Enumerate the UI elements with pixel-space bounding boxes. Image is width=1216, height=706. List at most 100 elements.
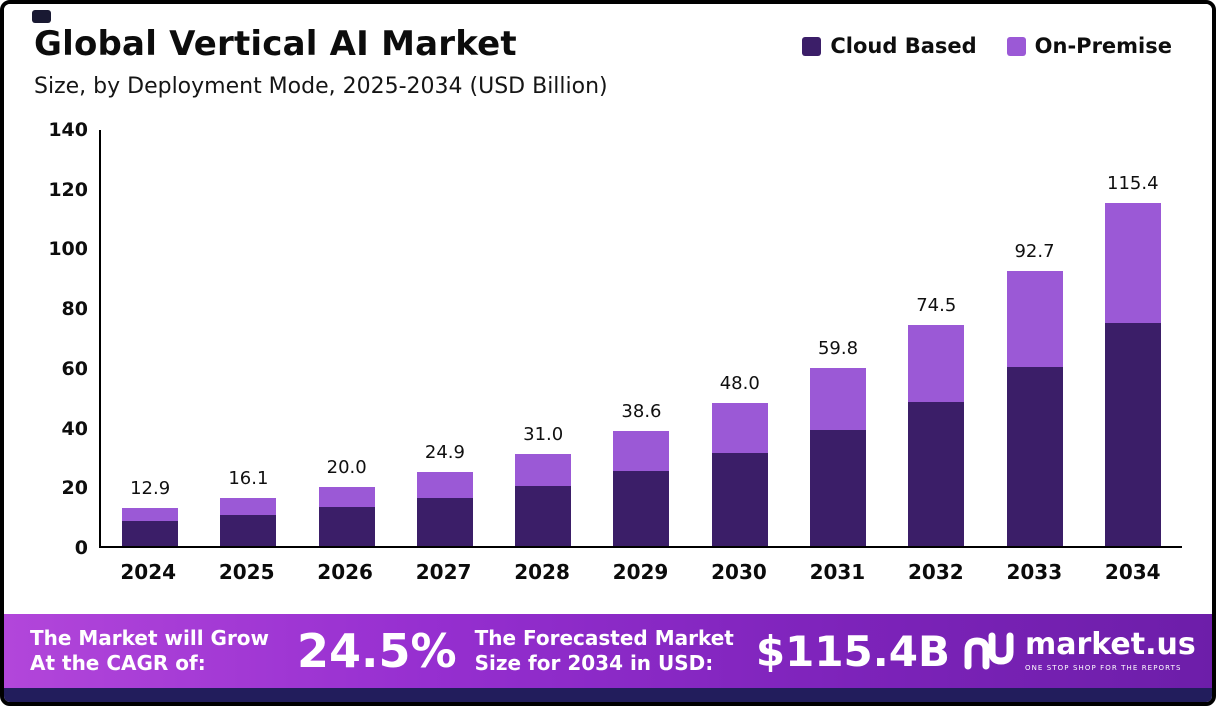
bar-total-label-2034: 115.4	[1107, 173, 1159, 195]
brand-logo[interactable]: market.us ONE STOP SHOP FOR THE REPORTS	[962, 630, 1196, 672]
bottom-strip	[4, 688, 1212, 702]
bar-total-label-2033: 92.7	[1014, 240, 1055, 262]
x-tick-label-2030: 2030	[711, 560, 767, 584]
bar-segment-on-premise-2024[interactable]	[122, 507, 179, 522]
bar-group-2026: 20.0	[298, 130, 396, 546]
bar-group-2030: 48.0	[691, 130, 789, 546]
bar-group-2031: 59.8	[789, 130, 887, 546]
legend: Cloud Based On-Premise	[802, 34, 1172, 58]
y-tick-label-80: 80	[61, 298, 88, 321]
bar-segment-on-premise-2028[interactable]	[515, 453, 572, 486]
y-tick-label-120: 120	[48, 178, 88, 201]
legend-label-on-premise: On-Premise	[1034, 34, 1172, 58]
stacked-bar-2027[interactable]	[416, 472, 473, 546]
stacked-bar-2032[interactable]	[908, 324, 965, 546]
y-axis: 0 20 40 60 80 100 120 140	[26, 119, 88, 559]
plot-area: 12.9 16.1 20.0 24.9 31.0 38.6 48.0 59.8 74.5 92.7…	[99, 130, 1182, 548]
bar-group-2024: 12.9	[101, 130, 199, 546]
brand-text: market.us ONE STOP SHOP FOR THE REPORTS	[1024, 627, 1196, 673]
corner-accent	[32, 10, 51, 23]
bar-segment-on-premise-2030[interactable]	[711, 403, 768, 454]
cagr-label: The Market will Grow At the CAGR of:	[30, 626, 269, 676]
bar-total-label-2024: 12.9	[130, 477, 171, 499]
x-tick-label-2027: 2027	[415, 560, 472, 584]
brand-name: market.us	[1024, 627, 1196, 662]
forecast-label-line-1: The Forecasted Market	[474, 626, 734, 650]
x-tick-label-2024: 2024	[120, 560, 177, 584]
stacked-bar-2028[interactable]	[515, 453, 572, 546]
bar-segment-on-premise-2032[interactable]	[908, 324, 965, 403]
legend-item-on-premise[interactable]: On-Premise	[1006, 34, 1172, 58]
brand-tagline: ONE STOP SHOP FOR THE REPORTS	[1024, 664, 1182, 672]
chart-title: Global Vertical AI Market	[34, 24, 517, 64]
bar-total-label-2032: 74.5	[916, 294, 957, 316]
legend-swatch-cloud-based	[802, 36, 822, 56]
stacked-bar-2033[interactable]	[1006, 270, 1063, 546]
bar-segment-cloud-based-2031[interactable]	[809, 430, 866, 546]
bar-segment-cloud-based-2033[interactable]	[1006, 366, 1063, 546]
stacked-bar-2034[interactable]	[1104, 203, 1161, 546]
x-tick-label-2031: 2031	[809, 560, 866, 584]
bar-total-label-2031: 59.8	[817, 338, 859, 360]
bar-segment-cloud-based-2026[interactable]	[318, 507, 375, 546]
bar-segment-cloud-based-2030[interactable]	[711, 453, 768, 546]
legend-item-cloud-based[interactable]: Cloud Based	[802, 34, 977, 58]
bar-segment-on-premise-2027[interactable]	[416, 472, 473, 498]
bar-segment-cloud-based-2025[interactable]	[220, 514, 277, 546]
bar-segment-on-premise-2033[interactable]	[1006, 270, 1063, 367]
bar-segment-cloud-based-2028[interactable]	[515, 485, 572, 546]
forecast-value: $115.4B	[755, 626, 950, 676]
bar-segment-cloud-based-2032[interactable]	[908, 402, 965, 546]
bar-segment-on-premise-2034[interactable]	[1104, 203, 1161, 324]
legend-swatch-on-premise	[1006, 36, 1026, 56]
x-tick-label-2034: 2034	[1104, 560, 1161, 584]
bar-group-2028: 31.0	[494, 130, 592, 546]
stacked-bar-2026[interactable]	[318, 486, 375, 546]
bar-total-label-2030: 48.0	[719, 373, 760, 395]
bar-total-label-2029: 38.6	[621, 401, 662, 423]
bar-total-label-2027: 24.9	[424, 442, 465, 464]
stacked-bar-2030[interactable]	[711, 403, 768, 546]
bar-total-label-2025: 16.1	[228, 468, 269, 490]
y-tick-label-140: 140	[48, 119, 88, 141]
stacked-bar-2029[interactable]	[613, 431, 670, 546]
bar-group-2027: 24.9	[396, 130, 494, 546]
bar-segment-on-premise-2025[interactable]	[220, 498, 277, 515]
bar-segment-on-premise-2031[interactable]	[809, 368, 866, 431]
bars-container: 12.9 16.1 20.0 24.9 31.0 38.6 48.0 59.8 74.5 92.7…	[101, 130, 1182, 546]
bar-group-2029: 38.6	[592, 130, 690, 546]
y-tick-label-40: 40	[61, 417, 88, 440]
bar-group-2034: 115.4	[1084, 130, 1182, 546]
bar-segment-cloud-based-2027[interactable]	[416, 497, 473, 546]
bar-segment-cloud-based-2034[interactable]	[1104, 323, 1161, 546]
bar-group-2033: 92.7	[985, 130, 1083, 546]
x-tick-label-2025: 2025	[218, 560, 275, 584]
x-axis: 2024 2025 2026 2027 2028 2029 2030 2031 2032 2033…	[99, 560, 1182, 584]
bar-segment-on-premise-2029[interactable]	[613, 431, 670, 472]
cagr-value: 24.5%	[297, 624, 457, 678]
bar-segment-cloud-based-2024[interactable]	[122, 521, 179, 546]
legend-label-cloud-based: Cloud Based	[830, 34, 977, 58]
bar-segment-cloud-based-2029[interactable]	[613, 471, 670, 546]
bar-total-label-2026: 20.0	[326, 456, 367, 478]
stacked-bar-2031[interactable]	[809, 368, 866, 546]
bar-group-2032: 74.5	[887, 130, 985, 546]
chart-subtitle: Size, by Deployment Mode, 2025-2034 (USD…	[34, 74, 608, 99]
bar-segment-on-premise-2026[interactable]	[318, 486, 375, 508]
bar-group-2025: 16.1	[199, 130, 297, 546]
cagr-label-line-1: The Market will Grow	[30, 626, 270, 650]
bar-total-label-2028: 31.0	[523, 423, 564, 445]
y-tick-label-0: 0	[74, 537, 88, 559]
chart-header: Global Vertical AI Market Size, by Deplo…	[4, 4, 1212, 99]
x-tick-label-2033: 2033	[1006, 560, 1063, 584]
x-tick-label-2028: 2028	[514, 560, 570, 584]
x-tick-label-2029: 2029	[612, 560, 669, 584]
footer-banner: The Market will Grow At the CAGR of: 24.…	[4, 614, 1212, 688]
cagr-label-line-2: At the CAGR of:	[30, 651, 206, 675]
y-tick-label-20: 20	[61, 477, 88, 500]
stacked-bar-2024[interactable]	[122, 507, 179, 546]
marketus-logo-icon	[964, 632, 1014, 670]
forecast-label: The Forecasted Market Size for 2034 in U…	[475, 626, 734, 676]
stacked-bar-2025[interactable]	[220, 498, 277, 546]
